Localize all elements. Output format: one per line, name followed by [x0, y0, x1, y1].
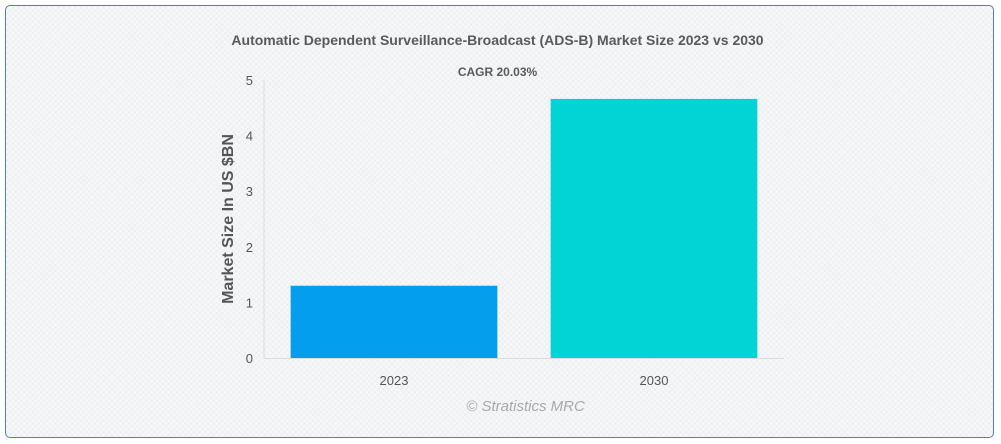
y-tick-label: 0 [246, 351, 253, 366]
chart-title: Automatic Dependent Surveillance-Broadca… [231, 32, 764, 48]
x-axis-ticks: 2023 2030 [380, 373, 669, 388]
chart-frame [5, 5, 994, 438]
bar-2030 [550, 98, 758, 359]
bars [290, 98, 758, 359]
y-tick-label: 1 [246, 295, 253, 310]
y-tick-label: 3 [246, 184, 253, 199]
y-axis-ticks: 0 1 2 3 4 5 [246, 73, 253, 366]
y-tick-label: 4 [246, 129, 253, 144]
bar-2023 [290, 285, 498, 358]
x-tick-label: 2023 [380, 373, 409, 388]
watermark-credit: © Stratistics MRC [466, 398, 585, 415]
y-axis-title: Market Size In US $BN [220, 134, 237, 304]
y-tick-label: 2 [246, 240, 253, 255]
x-tick-label: 2030 [640, 373, 669, 388]
y-tick-label: 5 [246, 73, 253, 88]
chart-subtitle: CAGR 20.03% [457, 65, 538, 79]
